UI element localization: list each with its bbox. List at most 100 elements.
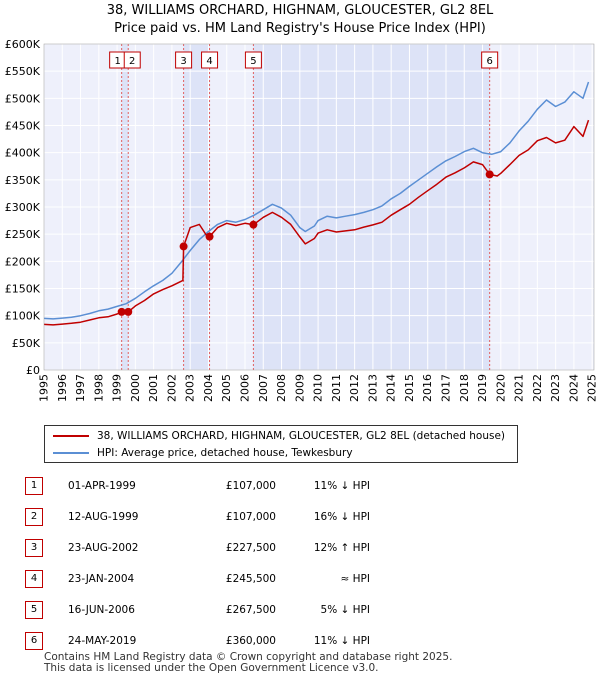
sale-number-cell: 3 xyxy=(0,532,68,563)
hpi-line xyxy=(43,81,590,320)
footer-licence: This data is licensed under the Open Gov… xyxy=(44,662,379,674)
sale-hpi-comparison-cell: 11% ↓ HPI xyxy=(276,470,370,501)
sale-marker-label-2: 2 xyxy=(129,56,135,67)
sale-date-cell: 23-AUG-2002 xyxy=(68,532,180,563)
y-tick-label: £0 xyxy=(26,364,40,377)
x-tick-label: 2004 xyxy=(202,374,215,402)
sale-point-5 xyxy=(249,220,258,229)
x-tick-label: 2018 xyxy=(458,374,471,402)
legend-label-property: 38, WILLIAMS ORCHARD, HIGHNAM, GLOUCESTE… xyxy=(97,430,505,442)
legend-item-property: 38, WILLIAMS ORCHARD, HIGHNAM, GLOUCESTE… xyxy=(53,428,505,444)
x-tick-label: 2007 xyxy=(257,374,270,402)
sale-date: 16-JUN-2006 xyxy=(68,603,135,616)
sale-price: £360,000 xyxy=(225,634,276,647)
sale-price: £107,000 xyxy=(225,479,276,492)
x-tick-label: 2014 xyxy=(385,374,398,402)
sale-number: 4 xyxy=(25,569,43,588)
sale-number-cell: 1 xyxy=(0,470,68,501)
sale-number: 1 xyxy=(25,476,43,495)
sale-hpi-comparison-cell: ≈ HPI xyxy=(276,563,370,594)
sale-point-3 xyxy=(179,242,188,251)
sale-marker-label-3: 3 xyxy=(180,56,186,67)
sale-hpi-comparison: 11% ↓ HPI xyxy=(313,479,370,492)
x-tick-label: 1998 xyxy=(92,374,105,402)
sale-marker-label-4: 4 xyxy=(206,56,212,67)
legend: 38, WILLIAMS ORCHARD, HIGHNAM, GLOUCESTE… xyxy=(44,425,518,463)
sale-marker-box-4 xyxy=(201,51,219,69)
x-tick-label: 2006 xyxy=(238,374,251,402)
price-chart: £0 £50K £100K £150K £200K £250K £300K £350K £400… xyxy=(5,38,599,402)
sale-number: 6 xyxy=(25,631,43,650)
footer: Contains HM Land Registry data © Crown c… xyxy=(44,652,452,674)
x-tick-label: 2015 xyxy=(403,374,416,402)
sale-point-2 xyxy=(124,307,133,316)
y-tick-label: £450K xyxy=(5,120,41,133)
sale-price-cell: £227,500 xyxy=(180,532,276,563)
sale-marker-label-5: 5 xyxy=(250,56,256,67)
x-tick-label: 2009 xyxy=(293,374,306,402)
x-tick-label: 1996 xyxy=(56,374,69,402)
sale-marker-label-1: 1 xyxy=(114,56,120,67)
x-tick-label: 2000 xyxy=(129,374,142,402)
sale-number-cell: 4 xyxy=(0,563,68,594)
sale-marker-box-5 xyxy=(244,51,262,69)
y-tick-label: £100K xyxy=(5,310,41,323)
legend-item-hpi: HPI: Average price, detached house, Tewk… xyxy=(53,445,353,461)
sale-price-cell: £107,000 xyxy=(180,501,276,532)
table-row: 4 23-JAN-2004 £245,500 ≈ HPI xyxy=(0,563,370,594)
x-tick-label: 2016 xyxy=(421,374,434,402)
sale-date-cell: 16-JUN-2006 xyxy=(68,594,180,625)
x-tick-label: 2019 xyxy=(476,374,489,402)
sale-date: 12-AUG-1999 xyxy=(68,510,139,523)
y-tick-label: £500K xyxy=(5,92,41,105)
x-tick-label: 1999 xyxy=(111,374,124,402)
x-tick-label: 2002 xyxy=(165,374,178,402)
sale-hpi-comparison: 11% ↓ HPI xyxy=(313,634,370,647)
sale-price: £227,500 xyxy=(225,541,276,554)
sale-price: £267,500 xyxy=(225,603,276,616)
sale-point-1 xyxy=(117,307,126,316)
x-tick-label: 2025 xyxy=(586,374,599,402)
y-tick-label: £550K xyxy=(5,65,41,78)
x-tick-label: 2003 xyxy=(184,374,197,402)
legend-label-hpi: HPI: Average price, detached house, Tewk… xyxy=(97,447,353,459)
table-row: 6 24-MAY-2019 £360,000 11% ↓ HPI xyxy=(0,625,370,656)
property-price-line xyxy=(43,119,590,326)
sale-hpi-comparison: 12% ↑ HPI xyxy=(313,541,370,554)
y-tick-label: £350K xyxy=(5,174,41,187)
sale-date-cell: 23-JAN-2004 xyxy=(68,563,180,594)
x-tick-label: 2013 xyxy=(366,374,379,402)
sale-marker-box-6 xyxy=(481,51,499,69)
transactions-table: 1 01-APR-1999 £107,000 11% ↓ HPI 2 12-AUG-199… xyxy=(0,470,370,656)
legend-swatch-property xyxy=(53,435,89,437)
sale-number: 3 xyxy=(25,538,43,557)
sale-price: £245,500 xyxy=(225,572,276,585)
sale-number-cell: 2 xyxy=(0,501,68,532)
table-row: 5 16-JUN-2006 £267,500 5% ↓ HPI xyxy=(0,594,370,625)
y-tick-label: £200K xyxy=(5,255,41,268)
sale-number: 2 xyxy=(25,507,43,526)
y-tick-label: £250K xyxy=(5,228,41,241)
x-tick-label: 2008 xyxy=(275,374,288,402)
sale-marker-box-2 xyxy=(123,51,141,69)
sale-price-cell: £107,000 xyxy=(180,470,276,501)
x-tick-label: 2010 xyxy=(312,374,325,402)
sale-number-cell: 6 xyxy=(0,625,68,656)
sale-hpi-comparison-cell: 11% ↓ HPI xyxy=(276,625,370,656)
sale-hpi-comparison-cell: 12% ↑ HPI xyxy=(276,532,370,563)
chart-title: 38, WILLIAMS ORCHARD, HIGHNAM, GLOUCESTE… xyxy=(106,3,494,18)
plot-border xyxy=(43,43,595,371)
sale-date: 23-AUG-2002 xyxy=(68,541,139,554)
sale-hpi-comparison-cell: 16% ↓ HPI xyxy=(276,501,370,532)
sale-hpi-comparison-cell: 5% ↓ HPI xyxy=(276,594,370,625)
x-tick-label: 2021 xyxy=(513,374,526,402)
y-tick-label: £50K xyxy=(12,337,41,350)
sale-hpi-comparison: 16% ↓ HPI xyxy=(313,510,370,523)
y-tick-label: £400K xyxy=(5,147,41,160)
sale-price-cell: £245,500 xyxy=(180,563,276,594)
legend-swatch-hpi xyxy=(53,452,89,454)
x-tick-label: 2020 xyxy=(494,374,507,402)
sale-marker-box-3 xyxy=(175,51,193,69)
x-tick-label: 2005 xyxy=(220,374,233,402)
sale-date-cell: 01-APR-1999 xyxy=(68,470,180,501)
